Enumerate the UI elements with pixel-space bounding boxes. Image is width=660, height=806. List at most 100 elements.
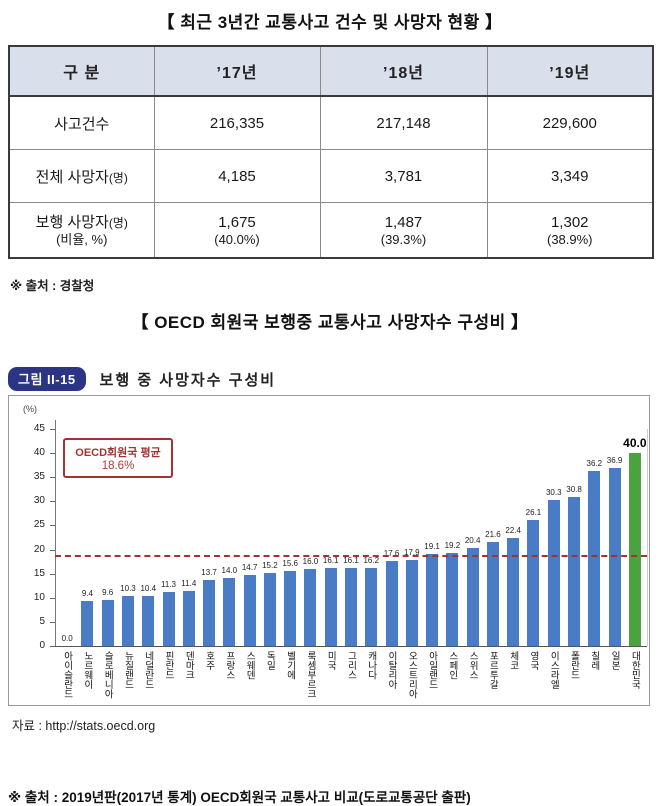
bar: [243, 575, 256, 646]
bar: [527, 520, 540, 646]
category-label: 노르웨이: [81, 651, 93, 689]
bar: [466, 548, 479, 646]
cell-value: 1,675: [218, 213, 256, 231]
oecd-average-value: 18.6%: [101, 460, 135, 472]
bar: [304, 569, 317, 646]
bar-value-label: 10.3: [120, 584, 136, 593]
cell-value: 229,600: [486, 95, 654, 150]
bar-value-label: 19.1: [424, 542, 440, 551]
category-label: 네덜란드: [142, 651, 154, 689]
y-tick-mark: [50, 477, 55, 479]
bar-value-label: 30.3: [545, 488, 562, 497]
table-title: 【 최근 3년간 교통사고 건수 및 사망자 현황 】: [157, 13, 503, 32]
cell-value: 1,302: [550, 213, 589, 231]
bar-value-label: 26.1: [525, 508, 542, 517]
bar-value-label: 0.0: [61, 634, 73, 643]
cell-value: 4,185: [153, 149, 321, 203]
cell-subvalue: (40.0%): [214, 231, 260, 247]
table-row-pedestrian-deaths: 보행 사망자(명) (비율, %) 1,675 (40.0%) 1,487 (3…: [8, 202, 654, 259]
col-header-2018: ’18년: [319, 45, 488, 97]
bar: [547, 500, 560, 646]
bar: [365, 568, 378, 646]
category-label: 아이슬란드: [61, 651, 73, 699]
figure-caption: 보행 중 사망자수 구성비: [99, 371, 277, 389]
bar: [385, 561, 398, 646]
category-label: 이스라엘: [548, 651, 560, 689]
bar-value-label: 40.0: [623, 436, 647, 450]
bar-value-label: 13.7: [201, 568, 217, 577]
bar: [203, 580, 216, 646]
row-sublabel: (비율, %): [56, 231, 108, 247]
y-tick-mark: [50, 597, 55, 599]
bar-value-label: 30.8: [566, 485, 582, 494]
cell-value: 3,349: [486, 149, 654, 203]
bar: [568, 497, 581, 646]
category-label: 체코: [507, 651, 519, 670]
y-tick-label: 0: [39, 640, 45, 651]
bar-value-label: 17.6: [383, 549, 400, 558]
bar: [263, 573, 276, 646]
y-tick-label: 30: [33, 495, 45, 507]
y-tick-label: 45: [33, 423, 45, 434]
bar: [284, 571, 297, 646]
row-label-paren: (명): [108, 215, 128, 230]
y-tick-mark: [50, 573, 55, 575]
y-tick-mark: [50, 525, 55, 527]
bar: [588, 471, 601, 646]
bar: [81, 601, 94, 646]
y-axis-unit-label: (%): [23, 404, 37, 414]
cell-value: 216,335: [153, 95, 321, 150]
chart-source-note: 자료 : http://stats.oecd.org: [12, 719, 156, 733]
bar-value-label: 36.2: [586, 459, 603, 468]
category-label: 대한민국: [629, 651, 641, 689]
bar-value-label: 22.4: [505, 526, 521, 535]
col-header-2017: ’17년: [153, 45, 321, 97]
plot-right-border: [647, 429, 648, 646]
bar-value-label: 21.6: [485, 530, 501, 539]
y-tick-label: 20: [33, 543, 45, 555]
bar-value-label: 10.4: [140, 584, 157, 593]
page: 【 최근 3년간 교통사고 건수 및 사망자 현황 】 구 분 ’17년 ’18…: [0, 12, 660, 806]
bar-value-label: 14.0: [221, 566, 238, 575]
category-label: 칠레: [588, 651, 600, 670]
bar: [101, 600, 114, 646]
category-label: 스웨덴: [244, 651, 256, 680]
bar-value-label: 17.9: [404, 548, 420, 557]
bar-value-label: 9.6: [102, 588, 114, 597]
category-label: 덴마크: [183, 651, 195, 680]
bar-value-label: 20.4: [464, 536, 481, 545]
cell-subvalue: (38.9%): [546, 231, 593, 247]
bar-value-label: 19.2: [444, 541, 461, 550]
bar: [182, 591, 195, 646]
y-tick-label: 5: [39, 615, 45, 627]
category-label: 미국: [325, 651, 337, 670]
category-label: 오스트리아: [406, 651, 418, 699]
bar: [446, 553, 459, 646]
y-tick-mark: [50, 429, 55, 430]
category-label: 스페인: [446, 651, 458, 680]
bar: [121, 596, 134, 646]
table-row-accidents: 사고건수 216,335 217,148 229,600: [8, 95, 654, 150]
row-label: 보행 사망자: [35, 213, 109, 231]
bar-value-label: 16.0: [302, 557, 319, 566]
table-row-total-deaths: 전체 사망자(명) 4,185 3,781 3,349: [8, 149, 654, 203]
y-tick-mark: [50, 549, 55, 551]
figure-number-badge: 그림 II-15: [8, 367, 86, 391]
bar: [345, 568, 357, 646]
oecd-average-title: OECD회원국 평균: [75, 447, 161, 459]
cell-value: 217,148: [319, 95, 488, 150]
category-label: 이탈리아: [386, 651, 398, 689]
category-label: 벨기에: [284, 651, 296, 680]
category-label: 슬로베니아: [102, 651, 114, 699]
col-header-2019: ’19년: [486, 45, 654, 97]
category-label: 뉴질랜드: [122, 651, 134, 689]
category-label: 룩셈부르크: [304, 651, 316, 699]
bar-value-label: 11.4: [181, 579, 197, 588]
bar-value-label: 36.9: [606, 456, 623, 465]
bar: [405, 560, 418, 646]
y-tick-mark: [50, 646, 55, 647]
bar: [223, 578, 236, 646]
chart-section-title: 【 OECD 회원국 보행중 교통사고 사망자수 구성비 】: [131, 313, 529, 332]
category-label: 아일랜드: [426, 651, 438, 689]
row-label-paren: (명): [108, 170, 128, 185]
